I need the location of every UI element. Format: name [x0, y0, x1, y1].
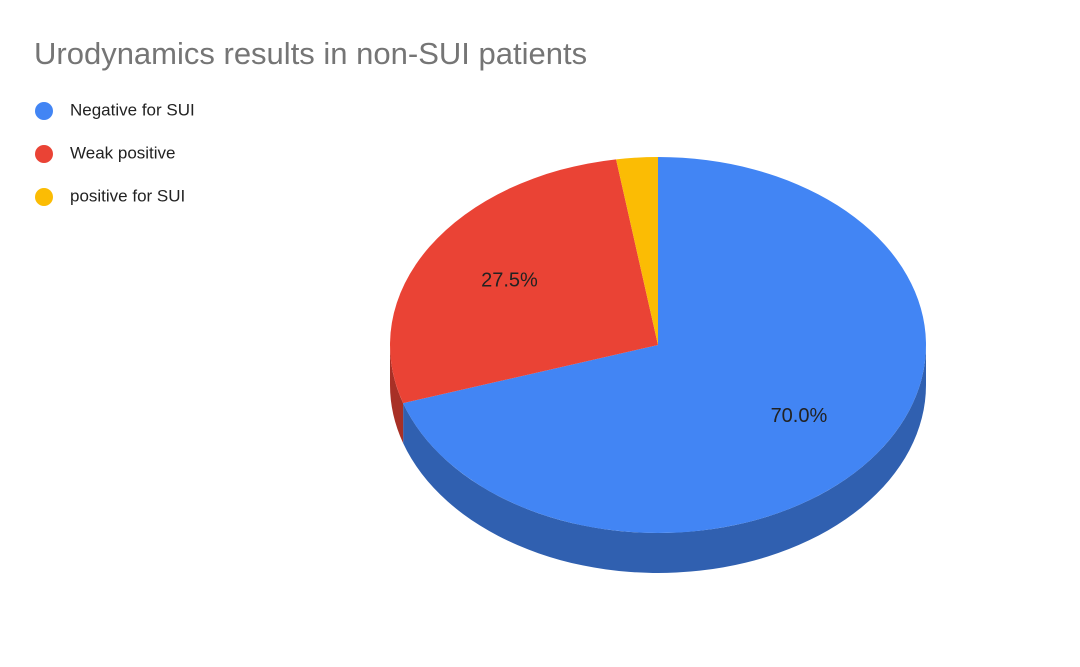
legend-label: Negative for SUI: [70, 100, 195, 119]
data-label: 70.0%: [771, 405, 828, 427]
slice-side: [403, 345, 927, 573]
legend-marker: [35, 145, 53, 163]
data-label: 27.5%: [481, 269, 538, 291]
slice: [389, 159, 658, 404]
legend-label: Weak positive: [70, 143, 176, 162]
slice-side: [390, 345, 404, 444]
chart-title: Urodynamics results in non-SUI patients: [34, 36, 587, 71]
slice: [616, 157, 658, 345]
legend-label: positive for SUI: [70, 186, 185, 205]
legend-marker: [35, 188, 53, 206]
legend-marker: [35, 102, 53, 120]
slice: [403, 157, 927, 533]
